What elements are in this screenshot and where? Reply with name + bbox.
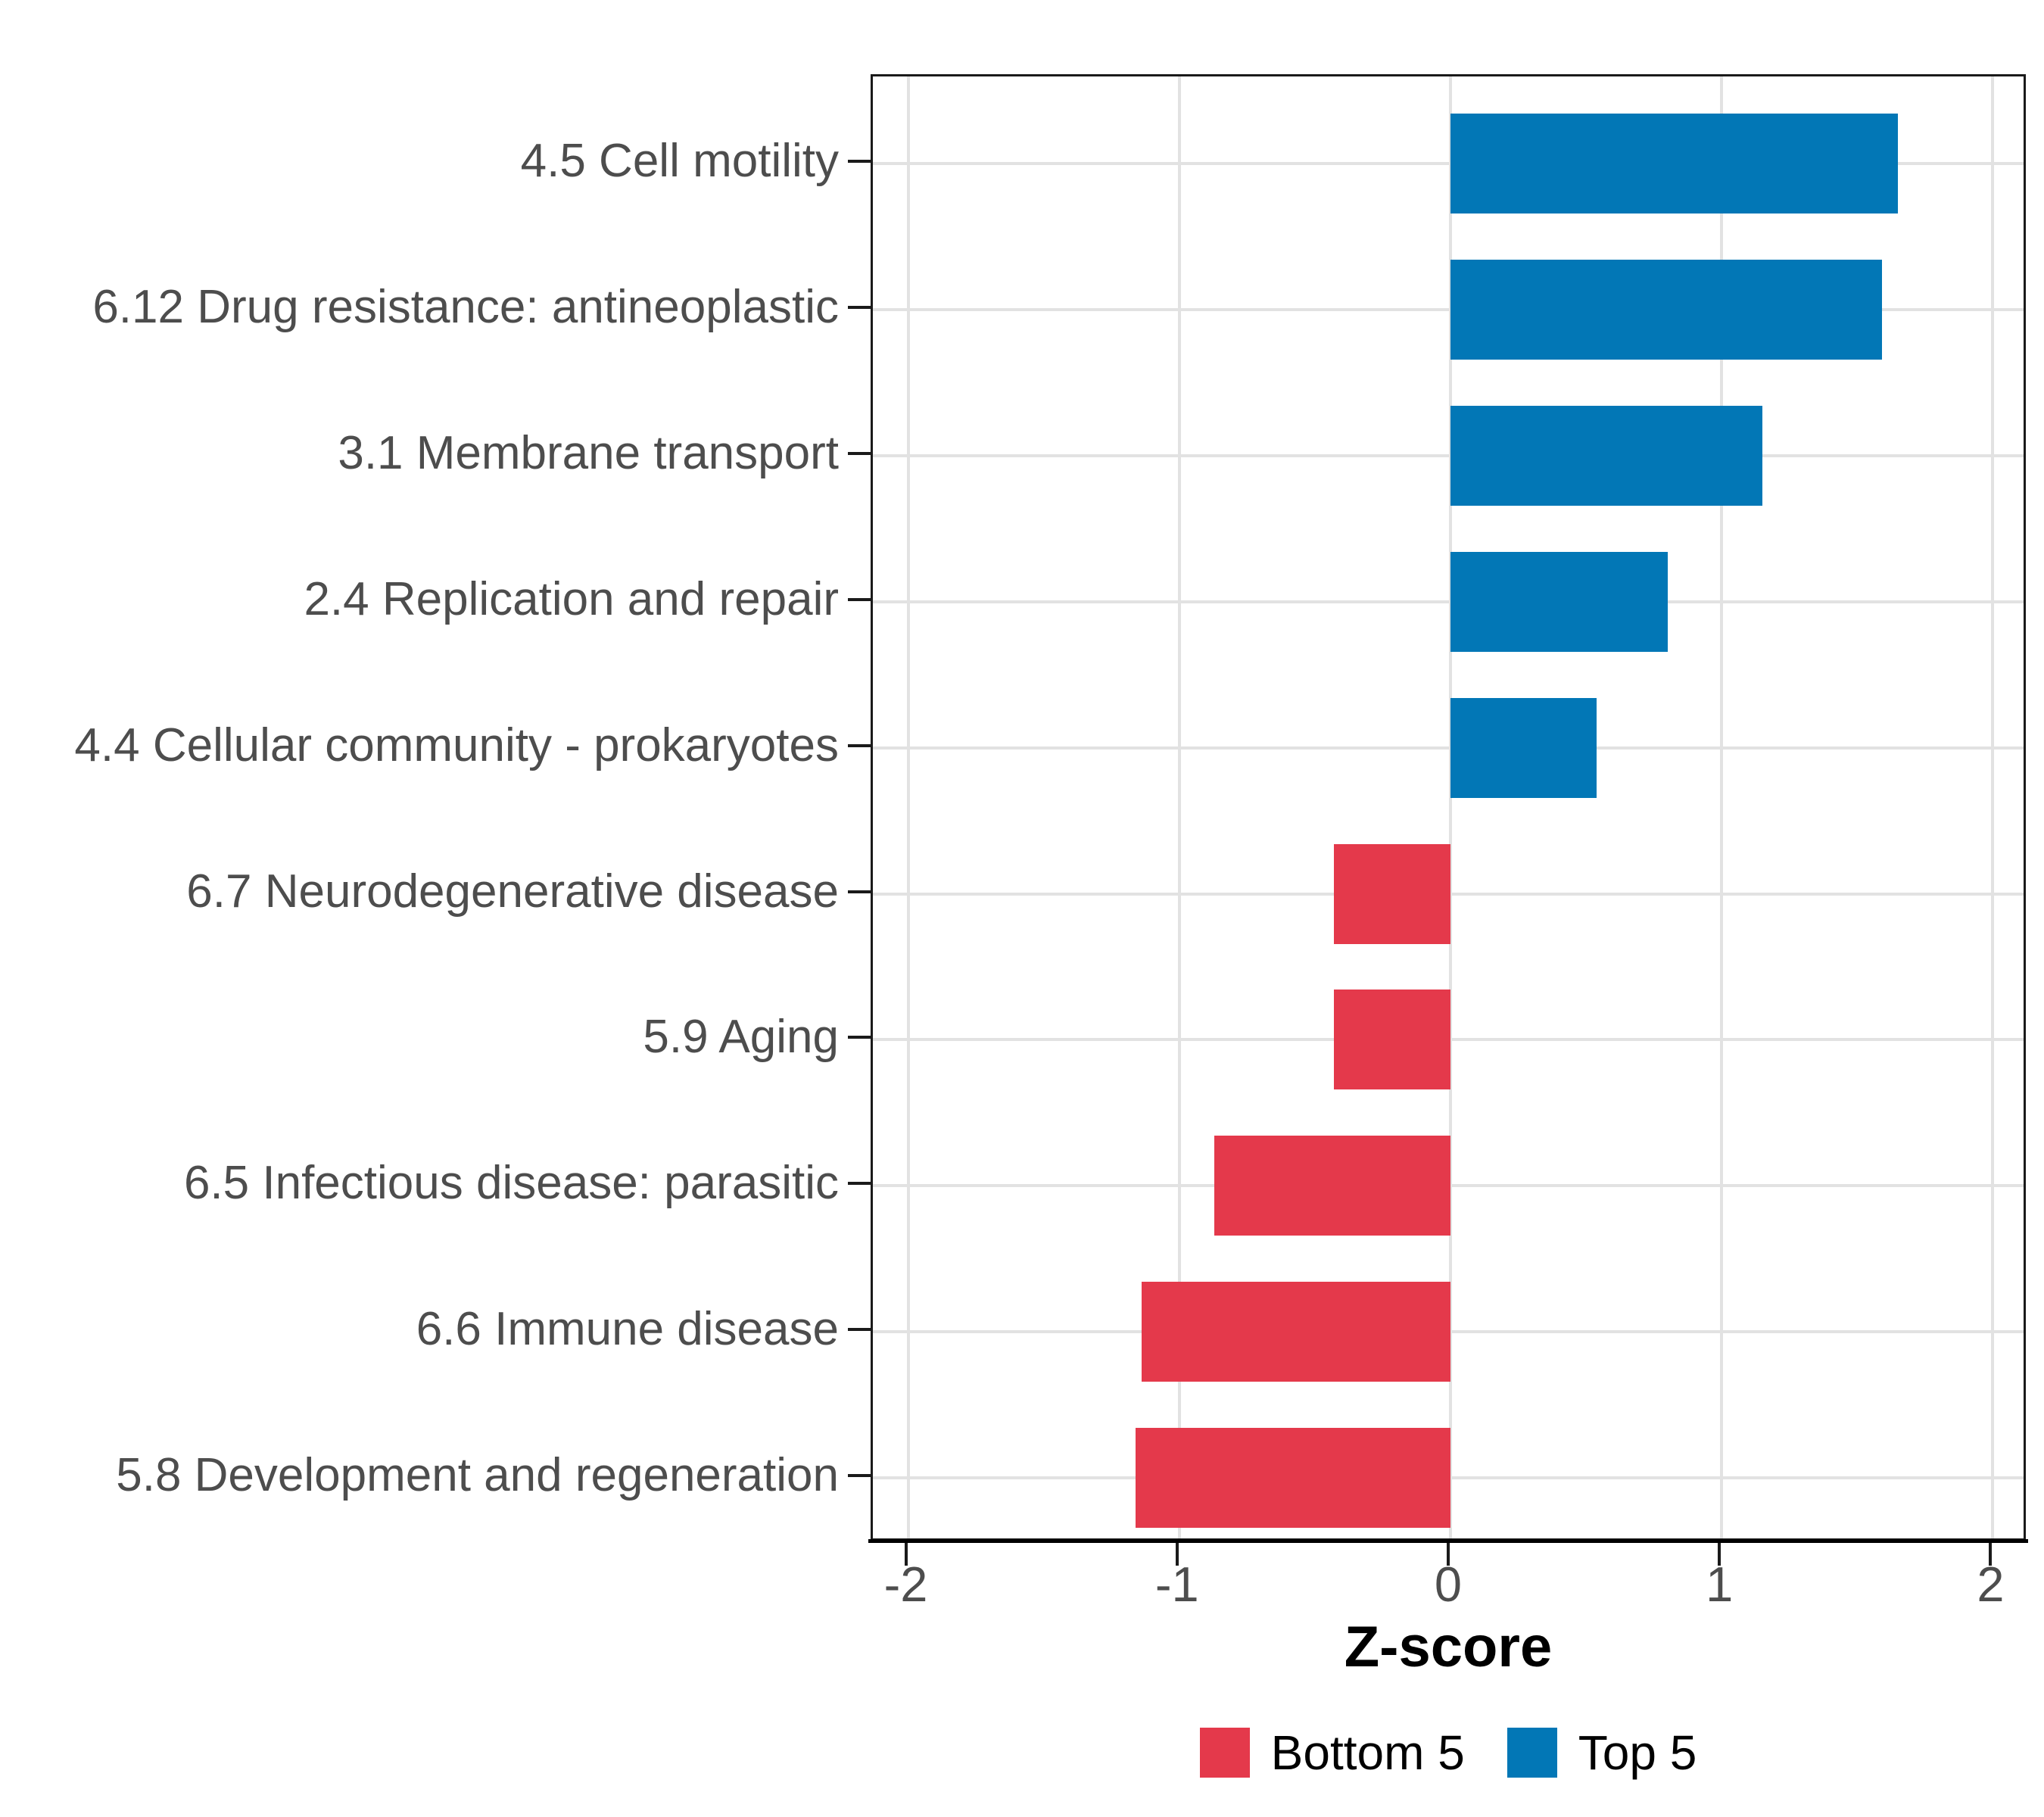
x-axis-tick-label: 1 bbox=[1706, 1557, 1734, 1612]
y-axis-label: 6.5 Infectious disease: parasitic bbox=[183, 1157, 839, 1210]
y-axis-label: 6.7 Neurodegenerative disease bbox=[186, 865, 839, 918]
x-gridline bbox=[1449, 76, 1452, 1538]
y-axis-tick bbox=[848, 597, 871, 601]
x-axis-tick bbox=[1989, 1543, 1993, 1566]
y-axis-tick bbox=[848, 1182, 871, 1186]
y-axis-tick bbox=[848, 743, 871, 747]
legend-swatch-top5-icon bbox=[1507, 1728, 1557, 1778]
bar-bottom5 bbox=[1141, 1282, 1450, 1382]
legend-item-bottom5: Bottom 5 bbox=[1199, 1725, 1465, 1780]
legend: Bottom 5 Top 5 bbox=[871, 1728, 2026, 1778]
y-gridline bbox=[873, 600, 2024, 603]
y-gridline bbox=[873, 307, 2024, 311]
x-axis-tick-label: -2 bbox=[883, 1557, 928, 1612]
y-axis-tick bbox=[848, 890, 871, 893]
legend-item-top5: Top 5 bbox=[1507, 1728, 1697, 1778]
y-gridline bbox=[873, 162, 2024, 165]
x-gridline bbox=[1177, 76, 1181, 1538]
x-gridline bbox=[906, 76, 910, 1538]
y-gridline bbox=[873, 746, 2024, 750]
bar-bottom5 bbox=[1333, 843, 1450, 944]
x-gridline bbox=[1991, 76, 1995, 1538]
y-axis-label: 2.4 Replication and repair bbox=[304, 572, 839, 625]
x-axis-tick-label: 0 bbox=[1434, 1557, 1463, 1612]
bar-bottom5 bbox=[1214, 1136, 1450, 1236]
bar-bottom5 bbox=[1136, 1428, 1450, 1529]
bar-top5 bbox=[1450, 259, 1882, 360]
bar-top5 bbox=[1450, 114, 1899, 213]
x-axis-tick bbox=[1175, 1543, 1179, 1566]
x-axis-tick-label: 2 bbox=[1977, 1557, 2005, 1612]
legend-label-top5: Top 5 bbox=[1578, 1725, 1697, 1780]
x-axis-title: Z-score bbox=[1344, 1615, 1553, 1679]
plot-panel bbox=[871, 74, 2026, 1541]
y-axis-label: 3.1 Membrane transport bbox=[338, 426, 839, 479]
y-axis-tick bbox=[848, 305, 871, 309]
x-gridline bbox=[1720, 76, 1724, 1538]
y-axis-tick bbox=[848, 160, 871, 163]
y-axis-label: 4.5 Cell motility bbox=[520, 135, 839, 187]
y-axis-tick bbox=[848, 451, 871, 455]
bar-top5 bbox=[1450, 697, 1597, 798]
y-axis-tick bbox=[848, 1328, 871, 1332]
x-axis-line bbox=[868, 1539, 2028, 1543]
bar-top5 bbox=[1450, 551, 1668, 652]
y-gridline bbox=[873, 453, 2024, 457]
x-axis-tick bbox=[1447, 1543, 1450, 1566]
bar-top5 bbox=[1450, 405, 1762, 506]
y-axis-label: 6.12 Drug resistance: antineoplastic bbox=[92, 280, 839, 333]
y-axis-label: 6.6 Immune disease bbox=[416, 1303, 839, 1356]
bar-bottom5 bbox=[1333, 990, 1450, 1090]
x-axis-tick-label: -1 bbox=[1154, 1557, 1199, 1612]
legend-label-bottom5: Bottom 5 bbox=[1270, 1725, 1465, 1780]
y-axis-label: 5.8 Development and regeneration bbox=[116, 1449, 839, 1502]
y-axis-tick bbox=[848, 1474, 871, 1478]
x-axis-tick bbox=[904, 1543, 908, 1566]
x-axis-tick bbox=[1718, 1543, 1722, 1566]
y-axis-tick bbox=[848, 1036, 871, 1039]
y-axis-label: 4.4 Cellular community - prokaryotes bbox=[74, 718, 839, 771]
legend-swatch-bottom5-icon bbox=[1199, 1728, 1250, 1778]
y-axis-label: 5.9 Aging bbox=[643, 1011, 839, 1064]
